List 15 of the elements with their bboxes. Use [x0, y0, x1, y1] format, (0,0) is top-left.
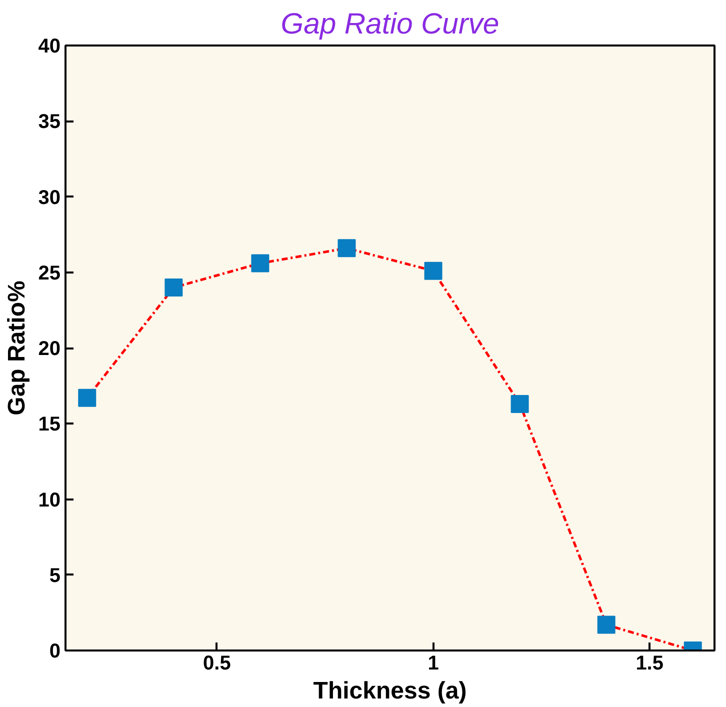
x-tick-label: 1: [428, 652, 439, 674]
y-tick-label: 10: [38, 489, 61, 512]
y-tick-label: 20: [38, 338, 61, 360]
x-tick-label: 0.5: [203, 652, 231, 674]
chart-title: Gap Ratio Curve: [280, 8, 500, 40]
y-tick-label: 5: [49, 564, 60, 587]
y-tick-label: 0: [49, 640, 60, 662]
x-tick-label: 1.5: [636, 652, 664, 674]
y-tick-label: 25: [38, 262, 61, 284]
x-axis-title: Thickness (a): [313, 678, 467, 704]
y-tick-label: 15: [38, 414, 61, 436]
y-axis-title: Gap Ratio%: [3, 280, 30, 416]
y-tick-label: 35: [38, 111, 61, 134]
y-tick-label: 40: [38, 36, 61, 58]
y-tick-label: 30: [38, 186, 61, 209]
